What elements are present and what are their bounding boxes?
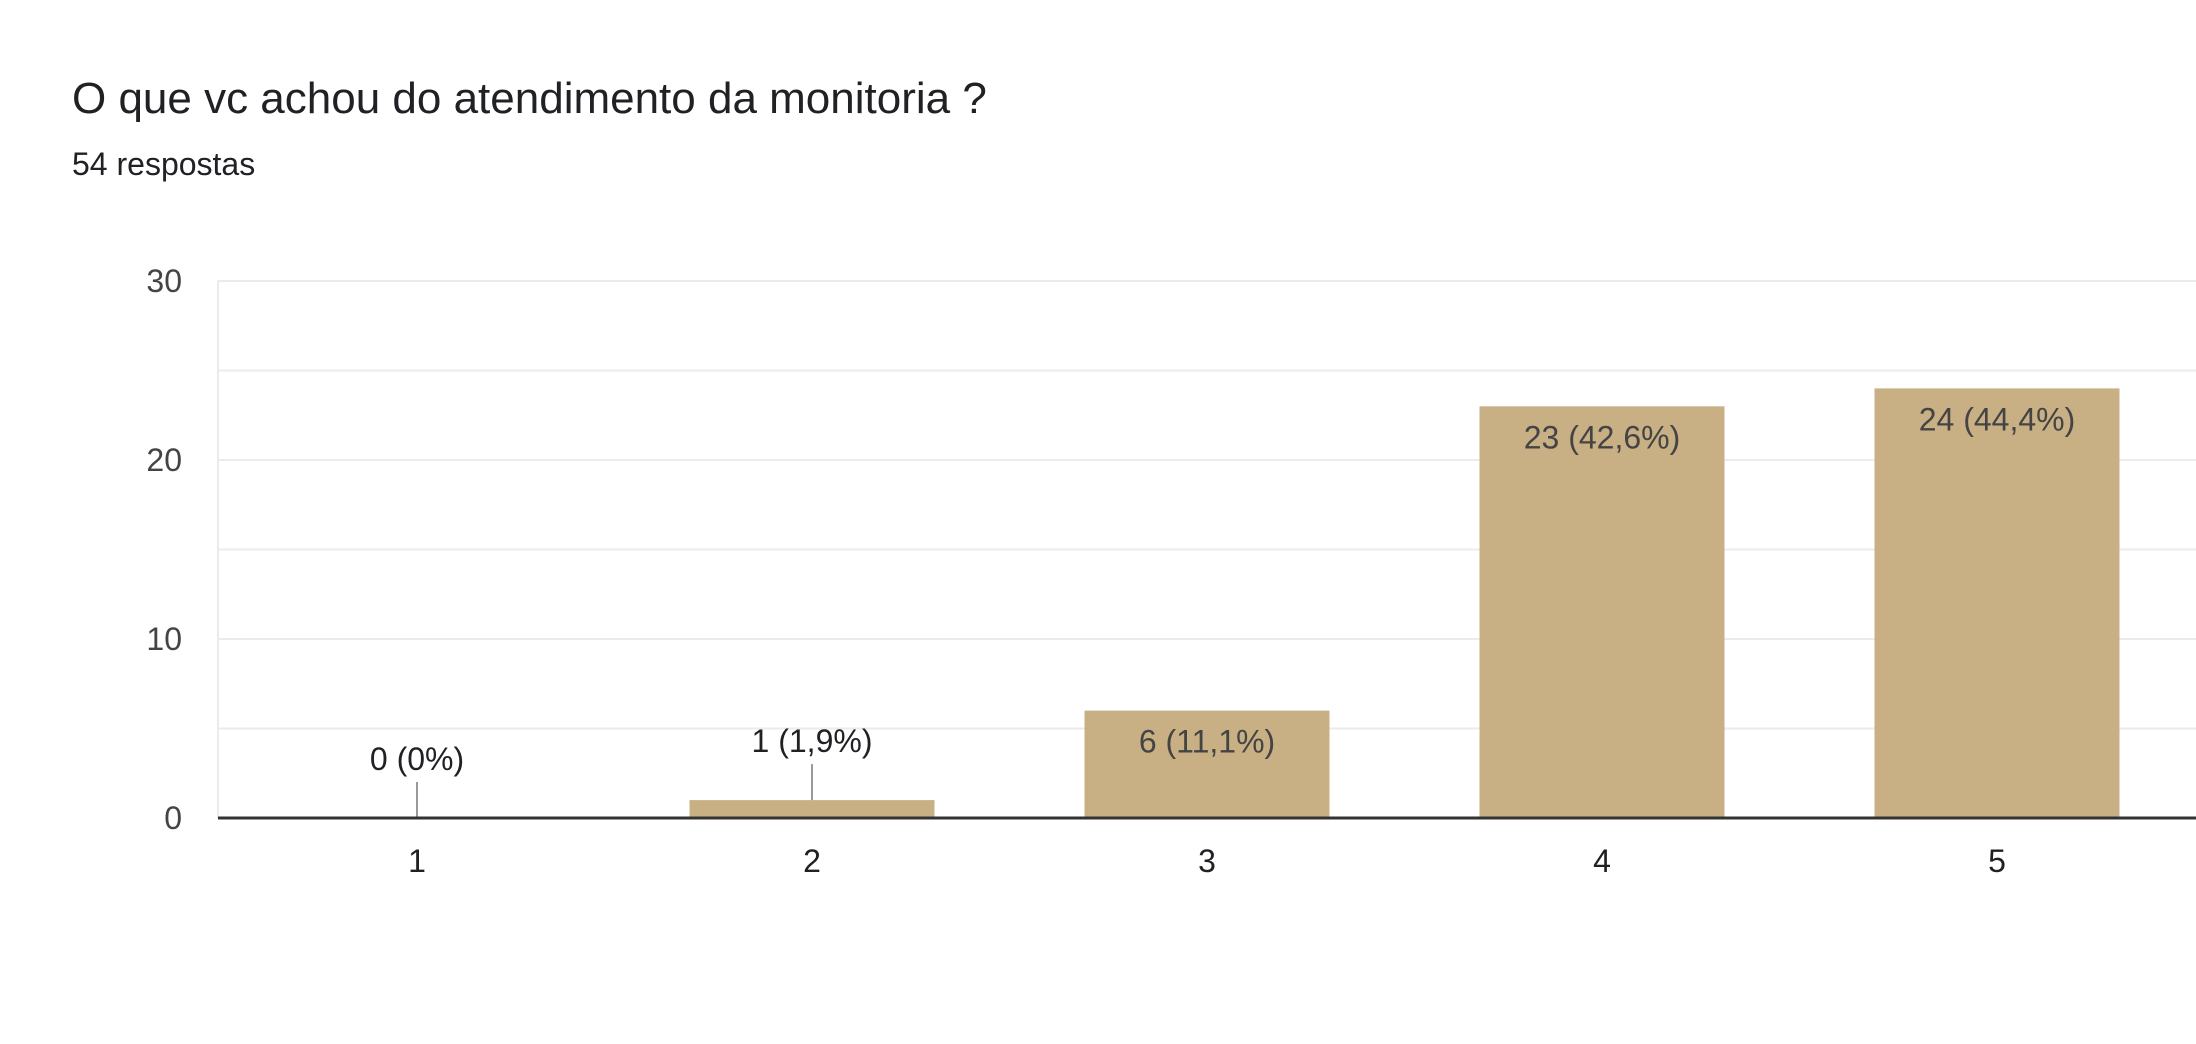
x-tick-label: 3	[1198, 843, 1216, 879]
x-tick-label: 1	[408, 843, 426, 879]
bar	[1874, 388, 2120, 818]
y-tick-label: 10	[146, 621, 182, 657]
data-label: 6 (11,1%)	[1139, 724, 1275, 760]
x-tick-label: 5	[1988, 843, 2006, 879]
x-tick-label: 2	[803, 843, 821, 879]
y-tick-label: 30	[146, 263, 182, 299]
y-tick-label: 20	[146, 442, 182, 478]
bar	[1084, 710, 1330, 818]
data-label: 23 (42,6%)	[1524, 419, 1681, 455]
data-label: 24 (44,4%)	[1919, 401, 2076, 437]
bar	[689, 800, 935, 818]
question-title: O que vc achou do atendimento da monitor…	[72, 74, 987, 123]
x-tick-label: 4	[1593, 843, 1611, 879]
data-label: 0 (0%)	[370, 741, 464, 777]
response-count: 54 respostas	[72, 146, 256, 182]
y-tick-label: 0	[164, 800, 182, 836]
bar	[1479, 406, 1725, 818]
data-label: 1 (1,9%)	[752, 723, 873, 759]
